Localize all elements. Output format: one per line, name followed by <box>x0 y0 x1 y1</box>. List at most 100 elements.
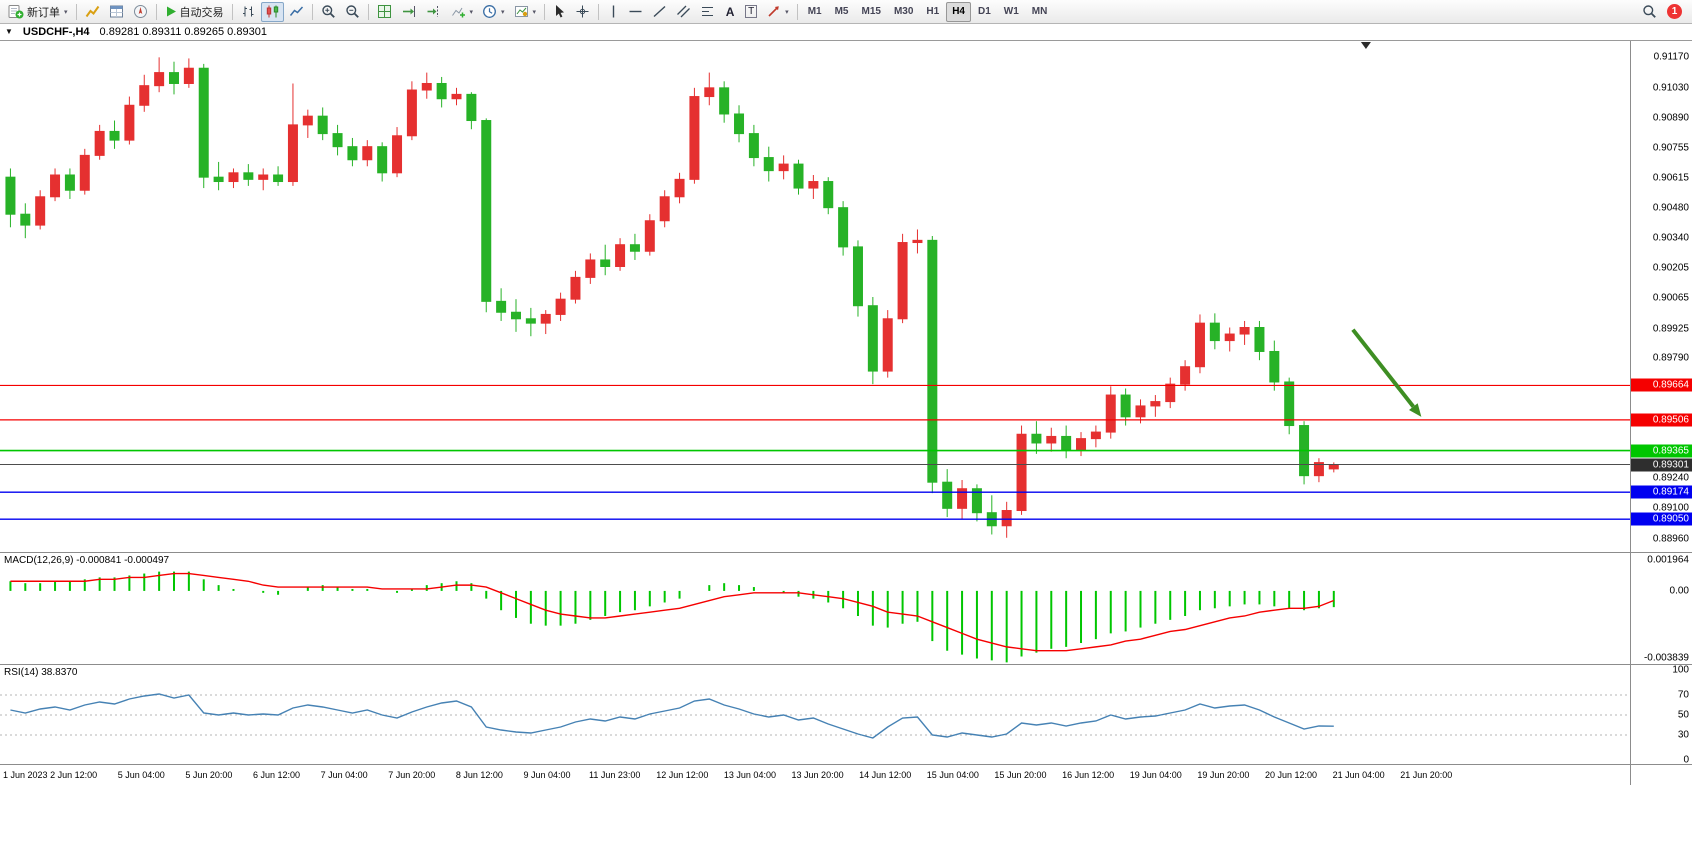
rsi-tick: 30 <box>1677 729 1689 741</box>
toolbar-separator <box>155 3 157 20</box>
crosshair-button[interactable] <box>571 2 594 22</box>
time-tick: 16 Jun 12:00 <box>1062 770 1115 780</box>
time-tick: 5 Jun 04:00 <box>117 770 165 780</box>
rsi-tick: 100 <box>1672 665 1689 676</box>
candle <box>793 159 804 195</box>
price-line-label: 0.89301 <box>1631 458 1692 472</box>
candle <box>540 310 551 335</box>
auto-scroll-button[interactable] <box>397 2 421 22</box>
market-watch-button[interactable] <box>81 2 104 22</box>
rsi-chart[interactable] <box>0 665 1630 765</box>
trendline-button[interactable] <box>648 2 671 22</box>
time-tick: 15 Jun 20:00 <box>994 770 1047 780</box>
crosshair-icon <box>576 5 589 18</box>
tile-windows-button[interactable] <box>373 2 396 22</box>
cursor-button[interactable] <box>549 2 570 22</box>
rsi-axis[interactable]: 100 70 50 30 0 <box>1630 665 1692 765</box>
chart-shift-marker[interactable] <box>1360 42 1371 49</box>
price-axis[interactable]: 0.91170 0.91030 0.90890 0.90755 0.90615 0.904… <box>1630 41 1692 553</box>
timeframe-button-mn[interactable]: MN <box>1026 2 1054 22</box>
vertical-line-button[interactable] <box>603 2 623 22</box>
time-tick: 21 Jun 20:00 <box>1400 770 1453 780</box>
arrow-annotation[interactable] <box>1351 328 1415 408</box>
text-icon: A <box>725 4 735 19</box>
candle <box>451 87 462 106</box>
rsi-panel[interactable]: RSI(14) 38.8370 <box>0 665 1630 765</box>
timeframe-button-w1[interactable]: W1 <box>998 2 1025 22</box>
candle <box>927 235 938 494</box>
channel-button[interactable] <box>672 2 695 22</box>
vertical-line-icon <box>612 5 614 18</box>
macd-chart[interactable] <box>0 553 1630 665</box>
macd-axis[interactable]: 0.001964 0.00 -0.003839 <box>1630 553 1692 665</box>
arrows-button[interactable]: ▾ <box>762 2 793 22</box>
search-icon <box>1643 5 1656 18</box>
auto-scroll-icon <box>402 6 415 17</box>
candle <box>1194 314 1205 374</box>
chevron-down-icon: ▾ <box>532 8 537 16</box>
macd-panel[interactable]: MACD(12,26,9) -0.000841 -0.000497 <box>0 553 1630 665</box>
candle <box>808 174 819 199</box>
time-tick: 7 Jun 04:00 <box>320 770 368 780</box>
candle <box>317 107 328 141</box>
toolbar-separator <box>598 3 600 20</box>
timeframe-button-m15[interactable]: M15 <box>856 2 887 22</box>
chevron-down-icon: ▾ <box>501 8 505 16</box>
timeframe-button-m30[interactable]: M30 <box>888 2 919 22</box>
auto-trading-button[interactable]: 自动交易 <box>161 2 228 22</box>
candlestick-chart[interactable] <box>0 41 1630 553</box>
zoom-in-icon <box>321 5 335 18</box>
data-window-button[interactable] <box>105 2 128 22</box>
price-line-label: 0.89050 <box>1631 512 1692 526</box>
rsi-tick: 50 <box>1677 709 1689 721</box>
toolbar-separator <box>75 3 77 20</box>
time-tick: 12 Jun 12:00 <box>656 770 709 780</box>
templates-button[interactable]: ▾ <box>510 2 541 22</box>
trendline-icon <box>653 5 666 18</box>
text-button[interactable]: A <box>720 2 740 22</box>
candle <box>823 177 834 215</box>
bar-chart-button[interactable] <box>237 2 260 22</box>
price-tick: 0.89790 <box>1652 352 1689 364</box>
price-tick: 0.89240 <box>1652 472 1689 484</box>
candle <box>644 214 655 256</box>
candlestick-chart-button[interactable] <box>260 1 284 22</box>
candle <box>689 87 700 184</box>
notification-badge[interactable]: 1 <box>1667 4 1682 19</box>
label-icon: T <box>745 5 758 18</box>
price-chart-panel[interactable] <box>0 41 1630 553</box>
cursor-icon <box>556 5 565 18</box>
candle <box>600 244 611 276</box>
timeframe-button-m5[interactable]: M5 <box>829 2 855 22</box>
new-order-label: 新订单 <box>27 6 60 19</box>
candle <box>228 168 239 189</box>
line-chart-button[interactable] <box>285 2 308 22</box>
horizontal-line-button[interactable] <box>624 2 647 22</box>
candle <box>674 172 685 204</box>
candle <box>1076 432 1087 457</box>
search-button[interactable] <box>1638 2 1661 22</box>
candle <box>347 137 358 167</box>
timeframe-button-d1[interactable]: D1 <box>972 2 997 22</box>
time-tick: 13 Jun 04:00 <box>723 770 776 780</box>
indicators-button[interactable]: ▾ <box>447 2 478 22</box>
price-tick: 0.89100 <box>1652 502 1689 514</box>
timeframe-button-h4[interactable]: H4 <box>946 1 971 22</box>
zoom-in-button[interactable] <box>317 2 340 22</box>
timeframe-group: M1 M5 M15 M30 H1 H4 D1 W1 MN <box>802 1 1054 22</box>
window-menu-icon[interactable]: ▼ <box>5 27 13 36</box>
fibonacci-button[interactable] <box>696 2 719 22</box>
label-button[interactable]: T <box>741 2 761 22</box>
navigator-button[interactable] <box>129 2 152 22</box>
periods-button[interactable]: ▾ <box>478 2 509 22</box>
price-tick: 0.90065 <box>1652 292 1689 304</box>
zoom-out-button[interactable] <box>341 2 364 22</box>
price-tick: 0.90340 <box>1652 232 1689 244</box>
chart-shift-button[interactable] <box>422 2 446 22</box>
timeframe-button-m1[interactable]: M1 <box>802 2 828 22</box>
time-axis[interactable]: 1 Jun 2023 2 Jun 12:00 5 Jun 04:00 5 Jun 20… <box>0 765 1630 785</box>
candle <box>1150 395 1161 417</box>
new-order-button[interactable]: 新订单 ▾ <box>4 2 72 22</box>
timeframe-button-h1[interactable]: H1 <box>920 2 945 22</box>
horizontal-line-icon <box>629 10 642 13</box>
